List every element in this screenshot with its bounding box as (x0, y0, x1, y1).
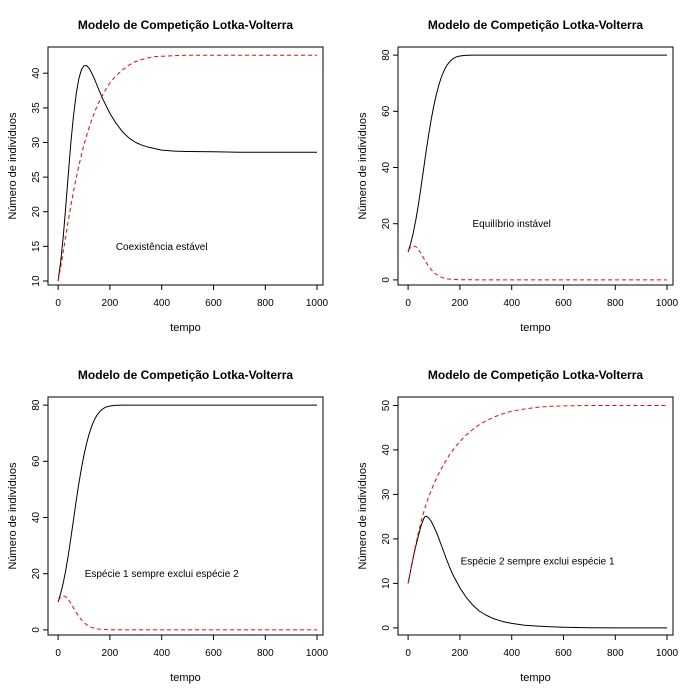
annotation-text: Espécie 2 sempre exclui espécie 1 (461, 557, 615, 568)
series-line-espécie-1 (407, 54, 667, 252)
x-tick-label: 800 (257, 648, 274, 659)
y-tick-label: 20 (381, 218, 392, 230)
annotation-text: Equilíbrio instável (473, 219, 551, 230)
y-tick-label: 15 (31, 240, 42, 252)
x-tick-label: 0 (405, 648, 411, 659)
x-tick-label: 800 (257, 298, 274, 309)
y-axis-label: Número de indivíduos (357, 462, 369, 570)
x-tick-label: 800 (607, 298, 624, 309)
y-tick-label: 30 (381, 488, 392, 500)
series-line-espécie-1 (57, 404, 317, 602)
y-tick-label: 40 (381, 444, 392, 456)
x-tick-label: 0 (55, 298, 61, 309)
x-axis-label: tempo (170, 672, 201, 684)
y-tick-label: 60 (381, 105, 392, 117)
x-tick-label: 200 (102, 298, 119, 309)
y-tick-label: 40 (381, 162, 392, 174)
series-line-espécie-2 (407, 405, 667, 584)
plot-svg-3: 0 200 400 600 800 1000 0 20 40 60 80 Modelo de Comp… (7, 368, 329, 684)
series-line-espécie-1 (407, 515, 667, 629)
x-tick-label: 600 (205, 298, 222, 309)
y-tick-label: 0 (381, 277, 392, 283)
plot-title: Modelo de Competição Lotka-Volterra (78, 18, 293, 32)
x-tick-label: 1000 (656, 648, 679, 659)
y-tick-label: 0 (381, 625, 392, 631)
plot-box (47, 46, 324, 286)
plot-svg-1: 0 200 400 600 800 1000 10 15 20 25 30 35 40 Modelo de… (7, 18, 329, 334)
series-line-espécie-2 (407, 245, 667, 281)
x-tick-label: 0 (55, 648, 61, 659)
plot-box (397, 396, 674, 636)
x-tick-label: 600 (555, 648, 572, 659)
x-axis-label: tempo (520, 672, 551, 684)
y-axis-label: Número de indivíduos (7, 462, 19, 570)
x-axis-label: tempo (520, 322, 551, 334)
x-tick-label: 1000 (306, 648, 329, 659)
x-tick-label: 600 (555, 298, 572, 309)
plot-box (47, 396, 324, 636)
x-tick-label: 0 (405, 298, 411, 309)
plot-svg-4: 0 200 400 600 800 1000 0 10 20 30 40 50 Modelo de Co… (357, 368, 679, 684)
x-axis-label: tempo (170, 322, 201, 334)
plot-title: Modelo de Competição Lotka-Volterra (78, 368, 293, 382)
y-tick-label: 40 (31, 512, 42, 524)
plot-panel-equilibrio-instavel: 0 200 400 600 800 1000 0 20 40 60 80 Modelo de Comp… (350, 0, 700, 350)
y-axis-label: Número de indivíduos (7, 112, 19, 220)
x-tick-label: 400 (153, 648, 170, 659)
plot-panel-coexistencia-estavel: 0 200 400 600 800 1000 10 15 20 25 30 35 40 Modelo de… (0, 0, 350, 350)
plot-title: Modelo de Competição Lotka-Volterra (428, 18, 643, 32)
y-tick-label: 20 (381, 533, 392, 545)
y-tick-label: 80 (31, 399, 42, 411)
plot-box (397, 46, 674, 286)
x-tick-label: 200 (452, 648, 469, 659)
plot-panel-especie2-exclui-especie1: 0 200 400 600 800 1000 0 10 20 30 40 50 Modelo de Co… (350, 350, 700, 700)
x-tick-label: 1000 (656, 298, 679, 309)
y-tick-label: 10 (381, 577, 392, 589)
y-tick-label: 60 (31, 455, 42, 467)
x-tick-label: 1000 (306, 298, 329, 309)
x-tick-label: 200 (102, 648, 119, 659)
y-axis-label: Número de indivíduos (357, 112, 369, 220)
series-line-espécie-1 (57, 65, 317, 282)
y-tick-label: 20 (31, 568, 42, 580)
y-tick-label: 50 (381, 400, 392, 412)
annotation-text: Coexistência estável (116, 242, 208, 253)
x-tick-label: 600 (205, 648, 222, 659)
x-tick-label: 800 (607, 648, 624, 659)
y-tick-label: 10 (31, 275, 42, 287)
x-tick-label: 400 (503, 648, 520, 659)
x-tick-label: 400 (503, 298, 520, 309)
y-tick-label: 25 (31, 171, 42, 183)
x-tick-label: 200 (452, 298, 469, 309)
y-tick-label: 80 (381, 49, 392, 61)
x-tick-label: 400 (153, 298, 170, 309)
y-tick-label: 30 (31, 137, 42, 149)
y-tick-label: 40 (31, 67, 42, 79)
y-tick-label: 0 (31, 627, 42, 633)
plot-panel-especie1-exclui-especie2: 0 200 400 600 800 1000 0 20 40 60 80 Modelo de Comp… (0, 350, 350, 700)
plot-title: Modelo de Competição Lotka-Volterra (428, 368, 643, 382)
series-line-espécie-2 (57, 54, 317, 282)
plot-svg-2: 0 200 400 600 800 1000 0 20 40 60 80 Modelo de Comp… (357, 18, 679, 334)
series-line-espécie-2 (57, 595, 317, 631)
annotation-text: Espécie 1 sempre exclui espécie 2 (85, 569, 239, 580)
y-tick-label: 20 (31, 206, 42, 218)
y-tick-label: 35 (31, 102, 42, 114)
